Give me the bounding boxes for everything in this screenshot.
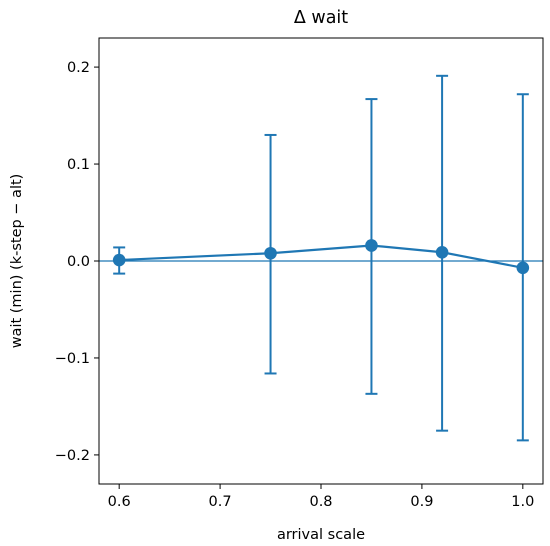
y-axis: −0.2 −0.1 0.0 0.1 0.2 [55,60,99,464]
data-point [365,239,378,252]
y-tick-label: −0.1 [55,351,90,367]
x-tick-label: 0.6 [108,494,131,510]
y-tick-label: 0.0 [67,254,90,270]
y-axis-label: wait (min) (k-step − alt) [9,174,25,349]
x-axis: 0.6 0.7 0.8 0.9 1.0 [108,484,534,510]
x-tick-label: 0.9 [410,494,433,510]
y-tick-label: −0.2 [55,448,90,464]
data-point [112,253,126,267]
x-tick-label: 0.8 [309,494,332,510]
data-point [435,245,449,259]
y-tick-label: 0.2 [67,60,90,76]
chart-title: Δ wait [294,8,348,28]
x-tick-label: 1.0 [511,494,534,510]
series-line [119,244,524,269]
data-point [516,261,530,275]
data-point [264,246,277,260]
x-axis-label: arrival scale [277,527,365,543]
plot-area [99,74,543,442]
y-tick-label: 0.1 [67,157,90,173]
x-tick-label: 0.7 [209,494,232,510]
